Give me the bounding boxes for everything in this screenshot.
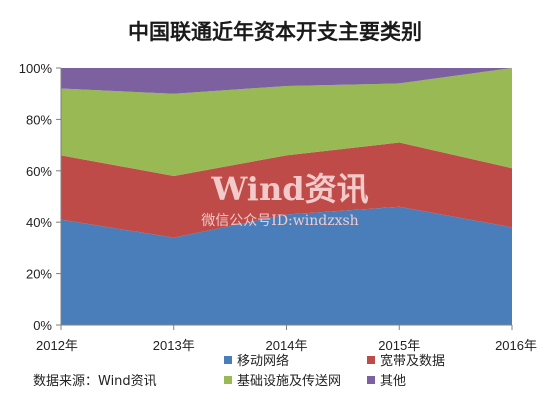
y-tick-label: 100% (19, 61, 53, 76)
x-tick-label: 2012年 (36, 338, 78, 353)
y-tick-label: 60% (26, 164, 52, 179)
x-tick-label: 2015年 (378, 338, 420, 353)
y-axis-ticks: 0% 20% 40% 60% 80% 100% (19, 61, 61, 333)
area-series-1 (61, 142, 512, 238)
area-series-0 (61, 206, 512, 325)
area-series-2 (61, 68, 512, 176)
legend-label-0: 移动网络 (237, 353, 289, 369)
legend-swatch-1 (367, 356, 375, 364)
legend-swatch-2 (224, 376, 232, 384)
watermark-line1: Wind资讯 (210, 170, 368, 208)
x-tick-label: 2016年 (495, 338, 537, 353)
watermark: Wind资讯 微信公众号ID:windzxsh (201, 170, 368, 229)
y-tick-label: 40% (26, 215, 52, 230)
source-note: 数据来源：Wind资讯 (33, 374, 157, 389)
plot-area (61, 68, 512, 325)
area-series-3 (61, 68, 512, 94)
x-tick-label: 2013年 (153, 338, 195, 353)
legend-label-3: 其他 (380, 374, 406, 389)
legend-label-1: 宽带及数据 (380, 353, 445, 369)
y-tick-label: 20% (26, 267, 52, 282)
watermark-line2: 微信公众号ID:windzxsh (201, 213, 358, 229)
legend-swatch-0 (224, 356, 232, 364)
chart-title: 中国联通近年资本开支主要类别 (128, 20, 422, 44)
y-tick-label: 80% (26, 112, 52, 127)
legend-label-2: 基础设施及传送网 (237, 374, 341, 389)
y-tick-label: 0% (33, 318, 52, 333)
x-tick-label: 2014年 (266, 338, 308, 353)
x-axis-ticks: 2012年 2013年 2014年 2015年 2016年 (36, 325, 537, 353)
legend-swatch-3 (367, 376, 375, 384)
